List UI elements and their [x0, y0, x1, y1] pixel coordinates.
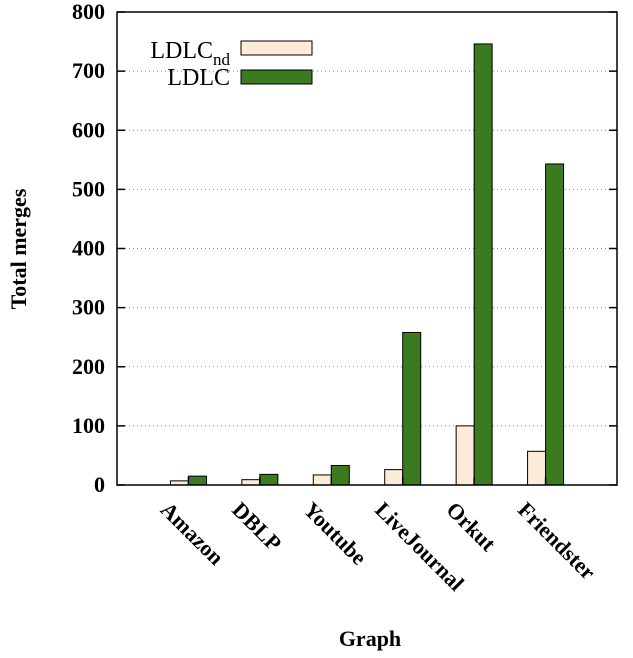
bar-ldlc-amazon — [187, 475, 207, 486]
x-axis-title: Graph — [339, 626, 401, 651]
x-tick-label: Friendster — [513, 497, 601, 585]
y-tick-label: 300 — [72, 295, 105, 320]
bar-ldlc-friendster — [545, 163, 565, 486]
y-tick-label: 0 — [94, 472, 105, 497]
bar-ldlc-nd-orkut — [455, 425, 475, 486]
x-tick-label: Orkut — [442, 497, 502, 557]
y-tick-label: 500 — [72, 176, 105, 201]
x-tick-label: Amazon — [156, 497, 229, 570]
bar-ldlc-nd-youtube — [312, 474, 332, 486]
axis-ticks — [117, 11, 617, 486]
bar-ldlc-youtube — [330, 464, 350, 486]
legend-swatch-1 — [240, 69, 313, 85]
legend-label-0: LDLCnd — [150, 38, 230, 69]
y-tick-labels: 0 100 200 300 400 500 600 700 800 — [72, 0, 105, 497]
y-tick-label: 100 — [72, 413, 105, 438]
y-axis-title: Total merges — [6, 188, 31, 309]
y-tick-label: 700 — [72, 58, 105, 83]
y-tick-label: 800 — [72, 0, 105, 24]
y-tick-label: 600 — [72, 117, 105, 142]
legend: LDLCnd LDLC — [150, 38, 313, 91]
legend-swatch-0 — [240, 40, 313, 56]
grid-lines — [117, 70, 617, 427]
y-tick-label: 200 — [72, 354, 105, 379]
x-tick-label: DBLP — [227, 497, 286, 556]
bar-ldlc-orkut — [473, 43, 493, 486]
bar-ldlc-nd-livejournal — [384, 469, 404, 486]
bar-ldlc-nd-friendster — [527, 450, 547, 486]
bar-ldlc-dblp — [259, 473, 279, 486]
y-tick-label: 400 — [72, 236, 105, 261]
bar-ldlc-nd-dblp — [241, 479, 261, 486]
bar-ldlc-livejournal — [402, 331, 422, 486]
legend-label-1: LDLC — [167, 65, 230, 91]
bars — [169, 43, 565, 486]
x-tick-label: Youtube — [299, 497, 372, 570]
